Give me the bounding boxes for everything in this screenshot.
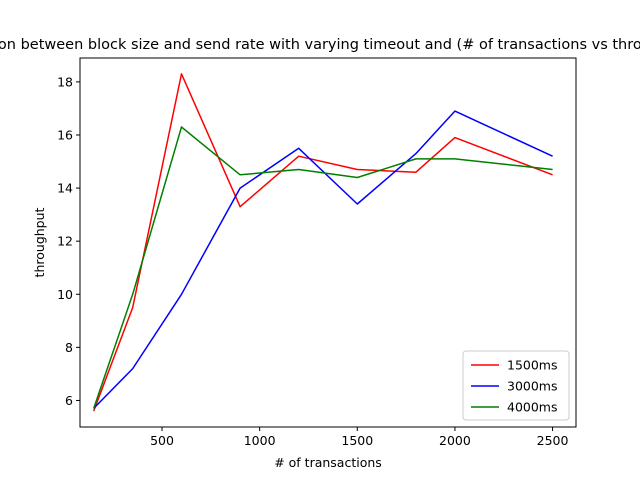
series-line-1500ms: [92, 73, 553, 412]
y-tick-label: 16: [57, 127, 73, 142]
y-tick-label: 14: [57, 181, 73, 196]
x-tick-label: 1500: [341, 433, 373, 448]
y-axis-ticks: 6 8 10 12 14 16 18: [57, 74, 80, 408]
x-tick-label: 2000: [439, 433, 471, 448]
series-layer: [92, 73, 553, 412]
x-tick-label: 500: [150, 433, 174, 448]
series-line-3000ms: [93, 110, 553, 409]
y-tick-label: 8: [65, 340, 73, 355]
plot-frame: [79, 57, 577, 428]
legend-box: [462, 350, 570, 421]
legend-label: 3000ms: [507, 379, 558, 394]
legend: 1500ms 3000ms 4000ms: [462, 350, 570, 421]
x-axis-ticks: 500 1000 1500 2000 2500: [150, 427, 569, 448]
y-tick-label: 12: [57, 234, 73, 249]
series-line-4000ms: [92, 126, 553, 409]
chart-title: Relation between block size and send rat…: [0, 37, 640, 53]
y-axis-label: throughput: [32, 207, 47, 277]
y-tick-label: 10: [57, 287, 73, 302]
y-tick-label: 18: [57, 74, 73, 89]
legend-label: 4000ms: [507, 400, 558, 415]
x-tick-label: 1000: [244, 433, 276, 448]
legend-label: 1500ms: [507, 358, 558, 373]
x-axis-label: # of transactions: [274, 455, 382, 470]
y-tick-label: 6: [65, 393, 73, 408]
x-tick-label: 2500: [537, 433, 569, 448]
